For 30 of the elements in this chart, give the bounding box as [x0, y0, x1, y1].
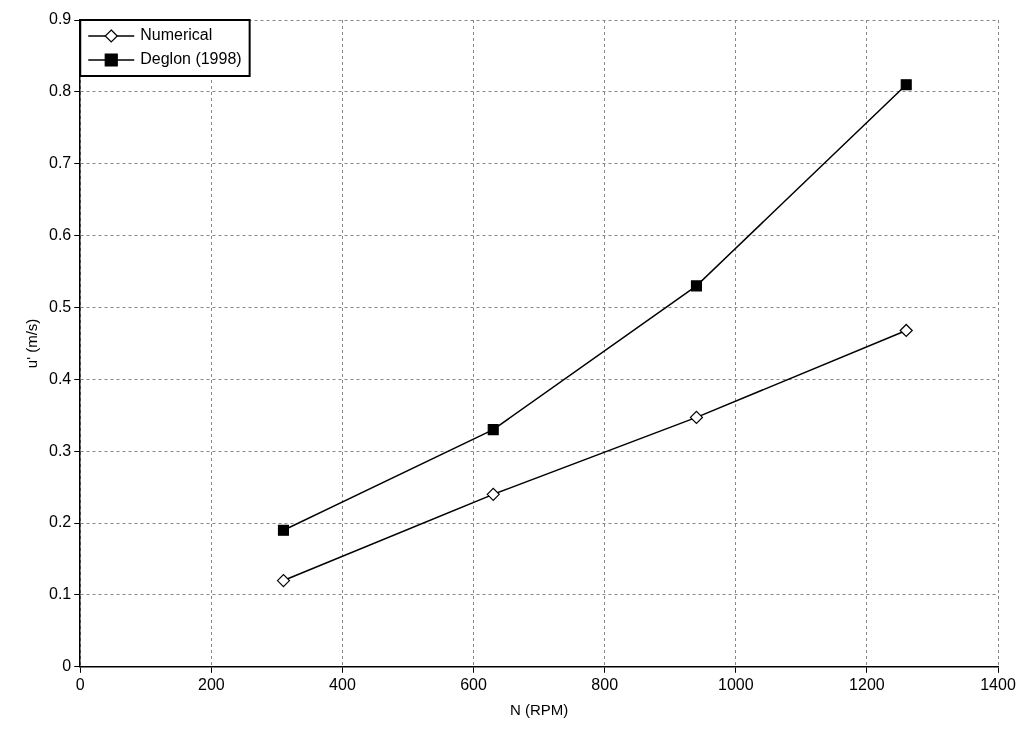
y-tick-label: 0.6 [48, 226, 72, 244]
x-tick-label: 200 [198, 675, 225, 693]
x-tick-label: 800 [591, 675, 619, 693]
y-tick-label: 0.4 [48, 369, 72, 387]
x-tick-label: 0 [75, 675, 85, 693]
y-tick-label: 0.9 [48, 10, 72, 28]
x-tick-label: 1400 [980, 675, 1016, 693]
x-tick-label: 1000 [717, 675, 754, 693]
y-tick-label: 0 [62, 657, 72, 675]
y-tick-label: 0.3 [48, 441, 72, 459]
y-tick-label: 0.1 [48, 585, 72, 603]
point [486, 487, 500, 501]
point [277, 524, 290, 536]
y-axis-title: u' (m/s) [23, 318, 41, 369]
y-tick-label: 0.2 [48, 513, 72, 531]
legend-label: Numerical [140, 26, 213, 44]
legend-label: Deglon (1998) [140, 50, 242, 68]
x-tick-label: 400 [329, 675, 356, 693]
point [690, 280, 702, 292]
point [689, 410, 704, 425]
point [487, 424, 499, 436]
y-tick-label: 0.8 [48, 82, 72, 100]
y-tick-label: 0.7 [48, 154, 72, 172]
y-tick-label: 0.5 [48, 297, 72, 315]
x-tick-label: 600 [460, 675, 488, 693]
point [899, 323, 913, 338]
x-tick-label: 1200 [849, 675, 885, 693]
x-axis-title: N (RPM) [509, 701, 569, 719]
point [276, 573, 291, 588]
point [900, 79, 912, 91]
